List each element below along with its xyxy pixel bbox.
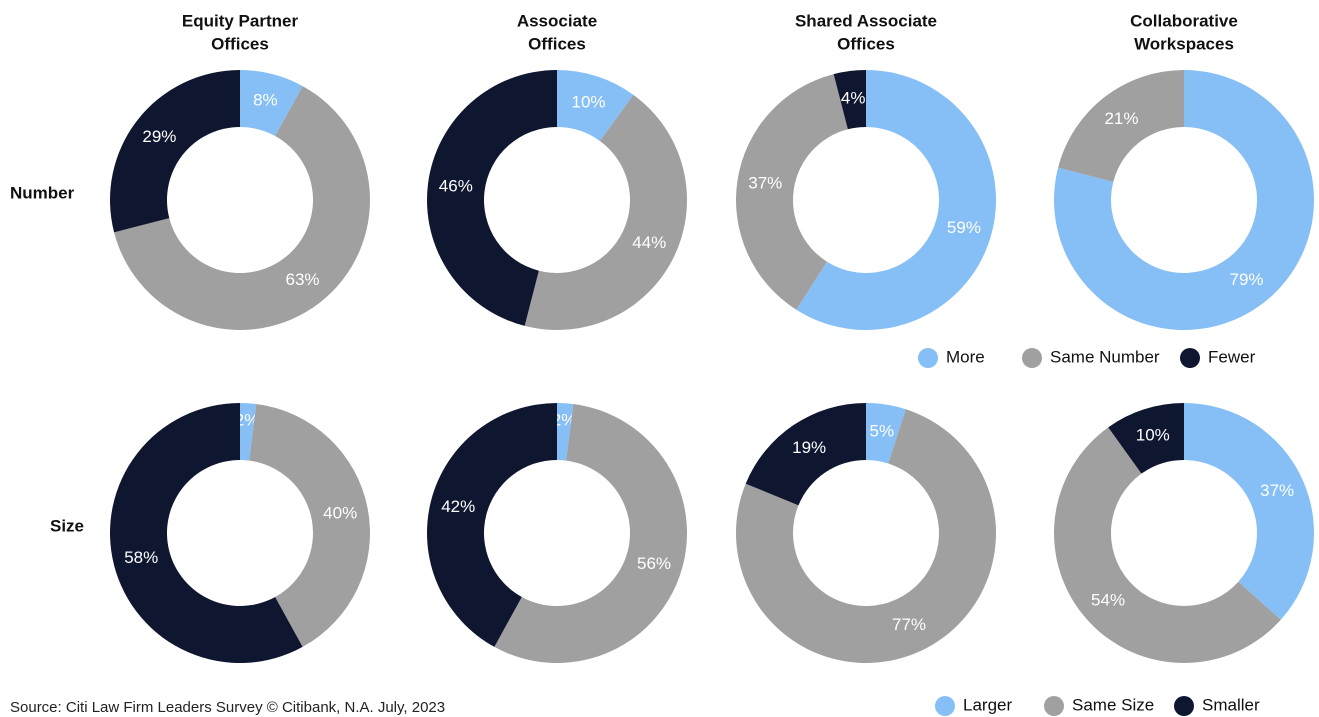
donut-segment [1054, 70, 1315, 330]
donut-segment [240, 403, 257, 461]
donut-segment [427, 70, 557, 326]
data-label: 77% [892, 615, 926, 634]
donut-segment [240, 70, 303, 137]
donut-segment [1108, 403, 1184, 474]
data-label: 8% [253, 91, 278, 110]
data-label: 46% [439, 177, 473, 196]
data-label: 44% [632, 233, 666, 252]
legend-swatch [1174, 696, 1194, 716]
data-label: 79% [1230, 270, 1264, 289]
data-label: 5% [870, 422, 895, 441]
column-title: Shared Associate [795, 11, 937, 30]
donut-segment [833, 70, 866, 130]
donut-segment [1058, 70, 1184, 182]
legend-swatch [1180, 348, 1200, 368]
data-label: 63% [286, 270, 320, 289]
data-label: 54% [1091, 591, 1125, 610]
data-label: 37% [1260, 481, 1294, 500]
column-title: Collaborative [1130, 11, 1238, 30]
column-title: Offices [528, 34, 586, 53]
data-label: 19% [792, 438, 826, 457]
column-title: Workspaces [1134, 34, 1234, 53]
data-label: 58% [124, 548, 158, 567]
column-title: Offices [837, 34, 895, 53]
legend-label: Fewer [1208, 347, 1256, 366]
data-label: 59% [947, 218, 981, 237]
data-label: 42% [441, 497, 475, 516]
donut-segment [557, 403, 574, 461]
data-label: 37% [748, 174, 782, 193]
donut-segment [114, 86, 370, 330]
donut-segment [1053, 427, 1281, 663]
legend-label: Same Number [1050, 347, 1160, 366]
source-note: Source: Citi Law Firm Leaders Survey © C… [10, 699, 445, 716]
data-label: 29% [142, 127, 176, 146]
data-label: 40% [323, 503, 357, 522]
donut-segment [736, 74, 848, 310]
legend-label: More [946, 347, 985, 366]
donut-segment [866, 403, 906, 464]
legend-label: Smaller [1202, 695, 1260, 714]
donut-segment [109, 403, 303, 663]
donut-segment [1184, 403, 1314, 620]
data-label: 10% [572, 92, 606, 111]
donut-segment [524, 94, 688, 330]
column-title: Associate [517, 11, 597, 30]
donut-segment [735, 409, 996, 663]
data-label: 2% [552, 411, 577, 430]
donut-segment [796, 70, 996, 330]
data-label: 10% [1136, 425, 1170, 444]
donut-segment [249, 404, 370, 647]
donut-segment [494, 404, 688, 664]
donut-segment [110, 70, 240, 233]
donut-segment [427, 403, 557, 647]
legend-swatch [1022, 348, 1042, 368]
legend-swatch [935, 696, 955, 716]
donut-segment [557, 70, 634, 141]
legend-swatch [1044, 696, 1064, 716]
row-label: Number [10, 183, 75, 202]
legend-label: Same Size [1072, 695, 1154, 714]
data-label: 21% [1104, 109, 1138, 128]
column-title: Equity Partner [182, 11, 299, 30]
data-label: 2% [235, 411, 260, 430]
legend-swatch [918, 348, 938, 368]
data-label: 4% [841, 88, 866, 107]
donut-segment [745, 403, 866, 506]
column-title: Offices [211, 34, 269, 53]
data-label: 56% [637, 554, 671, 573]
legend-label: Larger [963, 695, 1012, 714]
row-label: Size [50, 516, 84, 535]
